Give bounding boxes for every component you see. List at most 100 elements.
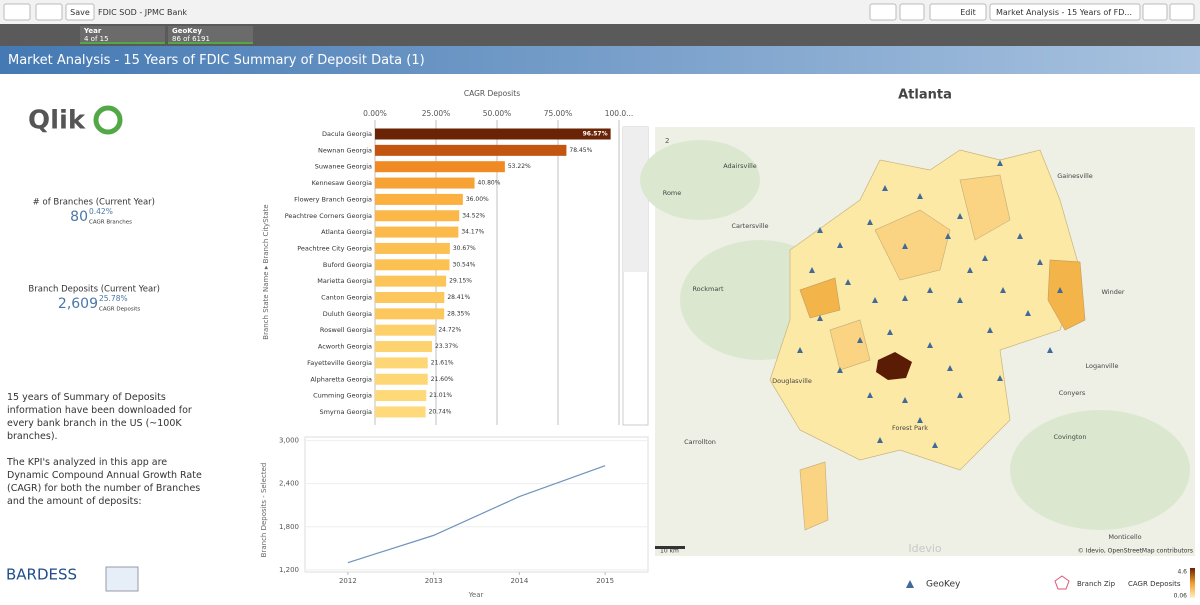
kpi-cagr: 0.42% — [89, 207, 113, 216]
geokey-marker — [997, 160, 1003, 166]
story-button[interactable] — [869, 3, 897, 21]
park-area — [640, 140, 760, 220]
place-label: Covington — [1053, 433, 1086, 441]
title-bar — [0, 46, 1200, 74]
geokey-marker — [1047, 347, 1053, 353]
bar — [375, 292, 445, 303]
value-label: 30.54% — [453, 261, 476, 268]
geokey-marker — [957, 213, 963, 219]
bar — [375, 259, 450, 271]
x-tick-label: 2014 — [510, 577, 528, 585]
kpi-value: 2,609 — [58, 296, 98, 312]
description-paragraph: 15 years of Summary of Deposits informat… — [7, 392, 192, 442]
bar — [375, 357, 428, 369]
place-label: Rome — [663, 189, 682, 197]
kpi-label: # of Branches (Current Year) — [33, 198, 155, 208]
bar — [375, 161, 505, 173]
y-axis-title: Branch Deposits - Selected — [260, 463, 268, 558]
scroll-thumb[interactable] — [623, 127, 648, 272]
geokey-marker — [997, 375, 1003, 381]
line — [347, 465, 606, 564]
geokey-marker — [1025, 310, 1031, 316]
selection-chip[interactable] — [168, 26, 253, 44]
place-label: Adairsville — [723, 162, 757, 170]
bar — [375, 177, 475, 189]
zip-region — [829, 174, 1011, 371]
place-label: Loganville — [1086, 362, 1119, 370]
geokey-marker — [982, 255, 988, 261]
geokey-marker — [809, 267, 815, 273]
x-axis-title: Year — [468, 591, 484, 599]
x-tick-label: 50.00% — [483, 109, 512, 118]
geokey-marker — [857, 337, 863, 343]
place-label: Monticello — [1108, 533, 1141, 541]
menu-button[interactable] — [35, 3, 63, 21]
prev-sheet[interactable] — [1142, 3, 1168, 21]
category-label: Fayetteville Georgia — [307, 359, 372, 367]
value-label: 78.45% — [569, 147, 592, 154]
bar — [375, 373, 428, 385]
geokey-marker — [917, 193, 923, 199]
sheet-selector[interactable] — [989, 3, 1141, 21]
y-axis-title: Branch State Name ▸ Branch CityState — [262, 204, 270, 339]
category-label: Canton Georgia — [321, 294, 372, 302]
place-label: Cartersville — [731, 222, 768, 230]
watermark: Idevio — [908, 542, 942, 555]
value-label: 21.60% — [431, 376, 454, 383]
value-label: 36.00% — [466, 196, 489, 203]
geokey-marker — [867, 392, 873, 398]
edit-button[interactable] — [929, 3, 987, 21]
geokey-marker — [967, 267, 973, 273]
kpi-cagr-label: CAGR Branches — [89, 220, 132, 226]
value-label: 40.80% — [478, 180, 501, 187]
geokey-marker — [927, 342, 933, 348]
geokey-marker — [902, 397, 908, 403]
save-label: Save — [70, 8, 90, 17]
y-tick-label: 1,200 — [279, 566, 299, 574]
bar — [375, 341, 433, 353]
geokey-marker — [837, 242, 843, 248]
map[interactable]: 2 10 km Idevio © Idevio, OpenStreetMap c… — [640, 127, 1195, 556]
geokey-marker — [1037, 259, 1043, 265]
sheet-title: Market Analysis - 15 Years of FDIC Summa… — [8, 53, 425, 68]
geokey-marker — [877, 437, 883, 443]
value-label: 21.61% — [431, 359, 454, 366]
geokey-markers — [797, 160, 1063, 448]
bar — [375, 390, 427, 402]
cluster-count: 2 — [665, 137, 669, 145]
legend-marker — [1054, 575, 1070, 590]
qlik-logo-mark — [93, 105, 123, 135]
value-label: 24.72% — [438, 327, 461, 334]
place-label: Forest Park — [892, 424, 928, 432]
selection-state: 86 of 6191 — [172, 35, 210, 43]
legend-label: Branch Zip — [1077, 580, 1116, 588]
geokey-marker — [945, 233, 951, 239]
category-label: Peachtree City Georgia — [297, 244, 372, 252]
category-label: Dacula Georgia — [322, 130, 372, 138]
selection-chip[interactable] — [80, 26, 165, 44]
nav-button[interactable] — [3, 3, 31, 21]
bar — [375, 128, 611, 140]
scale-bar — [655, 546, 685, 549]
zip-region — [799, 461, 829, 531]
geokey-marker — [1000, 287, 1006, 293]
selection-bar — [0, 24, 1200, 46]
bar — [375, 275, 447, 287]
thumbnail — [105, 566, 139, 592]
scale-max: 4.6 — [1177, 569, 1187, 576]
color-scale — [1190, 568, 1195, 598]
kpi-label: Branch Deposits (Current Year) — [28, 285, 160, 295]
y-tick-label: 2,400 — [279, 480, 299, 488]
sheet-name: Market Analysis - 15 Years of FD... — [996, 8, 1132, 17]
bookmark-button[interactable] — [899, 3, 925, 21]
map-title: Atlanta — [898, 88, 952, 103]
selection-field: GeoKey — [172, 27, 202, 35]
bar — [375, 144, 567, 156]
category-label: Peachtree Corners Georgia — [285, 212, 372, 220]
save-button[interactable] — [65, 3, 95, 21]
category-label: Newnan Georgia — [318, 146, 372, 154]
y-tick-label: 1,800 — [279, 523, 299, 531]
next-sheet[interactable] — [1169, 3, 1195, 21]
